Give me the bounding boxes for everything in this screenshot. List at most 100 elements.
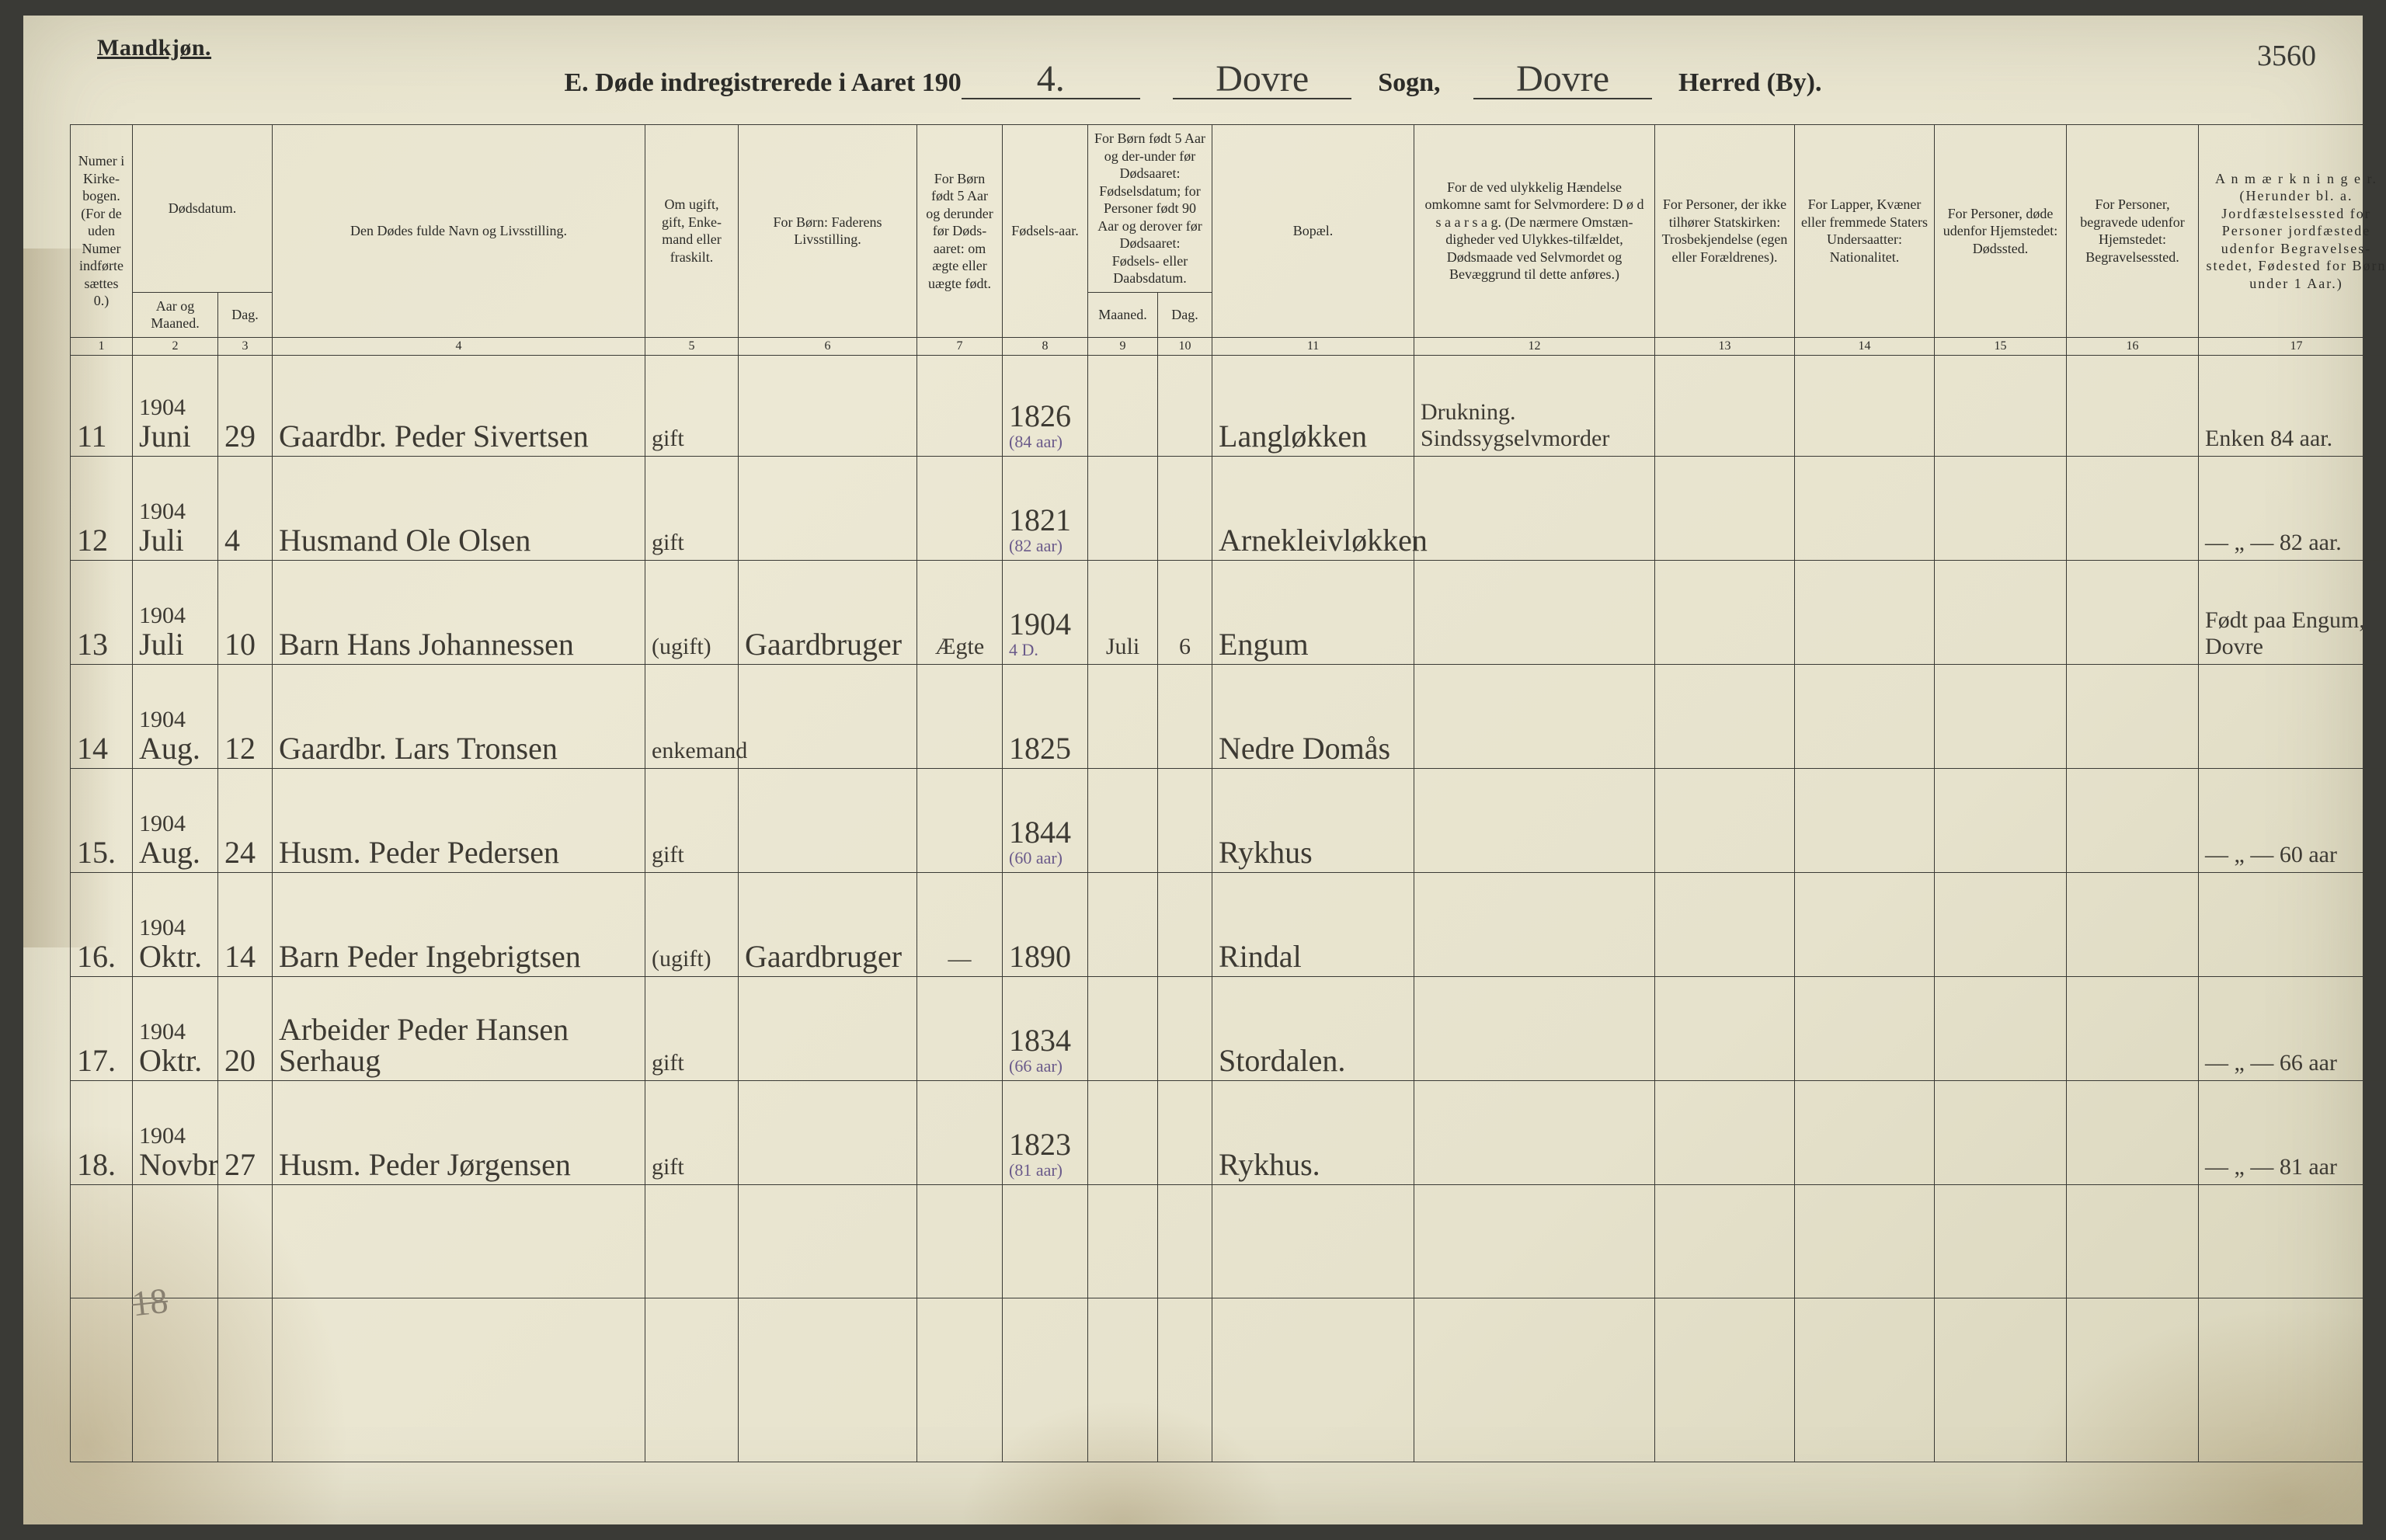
table-cell: Gaardbruger xyxy=(739,564,917,668)
colnum: 1 xyxy=(71,337,133,355)
table-cell xyxy=(1158,1188,1212,1302)
table-cell: 14 xyxy=(71,668,133,772)
col-header: For Personer, døde udenfor Hjemstedet: D… xyxy=(1935,125,2067,338)
table-cell xyxy=(1414,564,1655,668)
table-cell xyxy=(917,980,1003,1084)
entry-note: — „ — 66 aar xyxy=(2205,1050,2337,1076)
entry-month: Oktr. xyxy=(139,1043,202,1078)
table-cell xyxy=(2067,355,2199,460)
table-cell xyxy=(917,1084,1003,1188)
table-cell: 1890 xyxy=(1003,876,1088,980)
entry-legit: — xyxy=(948,946,972,972)
table-cell: 18. xyxy=(71,1084,133,1188)
colnum: 8 xyxy=(1003,337,1088,355)
entry-note: — „ — 82 aar. xyxy=(2205,530,2342,555)
table-cell xyxy=(1414,460,1655,564)
table-cell: Rindal xyxy=(1212,876,1414,980)
table-cell xyxy=(1655,668,1795,772)
col-header: Den Dødes fulde Navn og Livsstilling. xyxy=(273,125,645,338)
table-cell xyxy=(1935,1188,2067,1302)
table-cell xyxy=(1414,1302,1655,1462)
colnum: 6 xyxy=(739,337,917,355)
table-cell: 14 xyxy=(218,876,273,980)
entry-birthyear: 1823 xyxy=(1009,1127,1071,1162)
entry-cause: Drukning. Sindssygselvmorder xyxy=(1421,399,1609,451)
entry-father: Gaardbruger xyxy=(745,939,902,974)
entry-num: 11 xyxy=(77,419,107,454)
col-subheader: Dag. xyxy=(218,292,273,337)
table-cell: 1904Juni xyxy=(133,355,218,460)
table-cell: 19044 D. xyxy=(1003,564,1088,668)
entry-month: Juli xyxy=(139,523,184,558)
table-cell: 1904Juli xyxy=(133,564,218,668)
table-cell xyxy=(739,460,917,564)
table-cell xyxy=(1414,876,1655,980)
colnum: 7 xyxy=(917,337,1003,355)
table-cell: 1904Aug. xyxy=(133,772,218,876)
colnum: 4 xyxy=(273,337,645,355)
col-subheader: Dag. xyxy=(1158,292,1212,337)
table-cell xyxy=(1795,1302,1935,1462)
table-cell xyxy=(1088,668,1158,772)
table-cell xyxy=(1088,772,1158,876)
table-cell xyxy=(2067,1188,2199,1302)
table-cell xyxy=(739,1188,917,1302)
table-row: 16.1904Oktr.14Barn Peder Ingebrigtsen(ug… xyxy=(71,876,2386,980)
entry-day: 12 xyxy=(224,731,256,766)
table-cell: 29 xyxy=(218,355,273,460)
entry-year: 1904 xyxy=(139,499,186,525)
entry-day: 29 xyxy=(224,419,256,454)
table-cell xyxy=(2067,564,2199,668)
table-cell: 27 xyxy=(218,1084,273,1188)
entry-note: Født paa Engum, Dovre xyxy=(2205,607,2365,659)
table-cell: 1904Juli xyxy=(133,460,218,564)
table-cell xyxy=(2067,1084,2199,1188)
ledger-table: Numer i Kirke-bogen. (For de uden Numer … xyxy=(70,124,2386,1462)
table-cell xyxy=(1158,876,1212,980)
entry-age-note: (84 aar) xyxy=(1009,432,1063,451)
table-cell xyxy=(2199,876,2386,980)
table-cell xyxy=(1935,1084,2067,1188)
table-cell xyxy=(739,980,917,1084)
col-header: A n m æ r k n i n g e r. (Herunder bl. a… xyxy=(2199,125,2386,338)
entry-father: Gaardbruger xyxy=(745,627,902,662)
entry-birthyear: 1826 xyxy=(1009,398,1071,433)
entry-birthyear: 1821 xyxy=(1009,502,1071,537)
col-header: For Børn: Faderens Livsstilling. xyxy=(739,125,917,338)
table-cell: 15. xyxy=(71,772,133,876)
table-cell: 4 xyxy=(218,460,273,564)
table-cell: Husm. Peder Pedersen xyxy=(273,772,645,876)
table-cell: Enken 84 aar. xyxy=(2199,355,2386,460)
table-cell xyxy=(645,1188,739,1302)
col-header: For de ved ulykkelig Hændelse omkomne sa… xyxy=(1414,125,1655,338)
table-cell xyxy=(1935,355,2067,460)
table-cell: gift xyxy=(645,980,739,1084)
colnum: 9 xyxy=(1088,337,1158,355)
entry-place: Langløkken xyxy=(1219,419,1367,454)
table-cell xyxy=(1795,1188,1935,1302)
table-cell xyxy=(1795,980,1935,1084)
table-cell: 10 xyxy=(218,564,273,668)
entry-place: Rykhus xyxy=(1219,835,1313,870)
table-cell xyxy=(1212,1188,1414,1302)
table-cell: Langløkken xyxy=(1212,355,1414,460)
table-cell xyxy=(2199,668,2386,772)
table-cell xyxy=(1935,980,2067,1084)
entry-num: 13 xyxy=(77,627,108,662)
entry-status: enkemand xyxy=(652,738,747,763)
entry-birthyear: 1834 xyxy=(1009,1023,1071,1058)
tally-value: 18 xyxy=(130,1281,169,1324)
entry-month: Juli xyxy=(139,627,184,662)
table-cell xyxy=(1088,355,1158,460)
table-cell xyxy=(739,668,917,772)
entry-name: Gaardbr. Peder Sivertsen xyxy=(279,419,589,454)
table-row: 121904Juli4Husmand Ole Olsengift1821(82 … xyxy=(71,460,2386,564)
table-cell xyxy=(1414,668,1655,772)
table-cell xyxy=(1414,980,1655,1084)
entry-age-note: (81 aar) xyxy=(1009,1160,1063,1180)
table-cell xyxy=(645,1302,739,1462)
table-row-blank xyxy=(71,1188,2386,1302)
colnum: 2 xyxy=(133,337,218,355)
col-header: For Børn født 5 Aar og derunder før Døds… xyxy=(917,125,1003,338)
entry-num: 15. xyxy=(77,835,116,870)
